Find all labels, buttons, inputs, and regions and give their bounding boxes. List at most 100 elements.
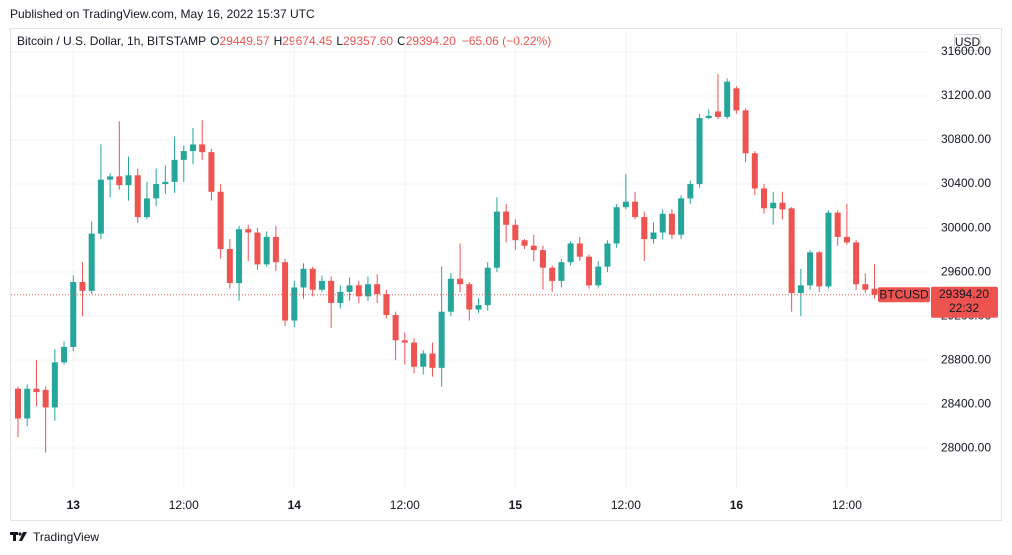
candle-body (751, 153, 758, 189)
candle-body (668, 213, 675, 235)
candle-body (291, 287, 298, 321)
y-tick-label: 28000.00 (941, 440, 991, 454)
published: Published on TradingView.com, May 16, 20… (10, 7, 315, 21)
candle-body (816, 252, 823, 287)
symbol-tag (878, 287, 930, 303)
o-val: 29449.57 (220, 34, 270, 48)
candle-body (705, 115, 712, 119)
change: −65.06 (−0.22%) (462, 34, 551, 48)
candle-body (714, 111, 721, 117)
candle-body (779, 202, 786, 210)
candle-body (549, 267, 556, 281)
candle-body (807, 252, 814, 286)
price-tag-text: 29394.20 (939, 287, 989, 301)
candle-body (42, 389, 49, 408)
candle-body (742, 110, 749, 154)
currency[interactable]: USD (955, 35, 981, 49)
y-tick-label: 29600.00 (941, 264, 991, 278)
l-key: L (336, 34, 343, 48)
candle-body (493, 211, 500, 268)
o-key: O (210, 34, 219, 48)
candle-body (862, 284, 869, 290)
candle-body (162, 181, 169, 185)
y-tick-label: 30800.00 (941, 132, 991, 146)
candle-body (245, 229, 252, 233)
candle-body (282, 262, 289, 321)
c-val: 29394.20 (406, 34, 456, 48)
candle-body (539, 250, 546, 268)
candle-body (88, 233, 95, 291)
candle-body (567, 243, 574, 263)
candle-body (383, 294, 390, 316)
candle-body (263, 236, 270, 265)
candle-body (724, 81, 731, 117)
x-tick-label: 14 (288, 498, 302, 512)
x-tick-label: 16 (730, 498, 744, 512)
candle-body (484, 267, 491, 306)
candle-body (622, 201, 629, 208)
candle-body (797, 285, 804, 294)
candle-body (457, 278, 464, 285)
x-tick-label: 12:00 (611, 498, 641, 512)
candle-body (171, 159, 178, 182)
candle-body (125, 175, 132, 186)
candle-body (438, 311, 445, 368)
candle-body (696, 118, 703, 185)
candle-body (613, 207, 620, 244)
currency-box[interactable] (954, 34, 981, 51)
candle-body (659, 213, 666, 233)
x-tick-label: 12:00 (390, 498, 420, 512)
candle-body (586, 256, 593, 286)
candle-body (512, 224, 519, 241)
candle-body (337, 291, 344, 303)
candle-body (632, 201, 639, 218)
candle-body (33, 388, 40, 393)
candle-body (309, 268, 316, 290)
candle-body (199, 144, 206, 153)
candle-body (733, 88, 740, 111)
logo (10, 532, 27, 541)
candle-body (300, 268, 307, 288)
x-tick-label: 12:00 (832, 498, 862, 512)
candle-body (429, 353, 436, 368)
candle-body (24, 388, 31, 419)
candle-body (15, 388, 21, 419)
h-key: H (274, 34, 283, 48)
candle-body (503, 211, 510, 225)
candle-body (189, 144, 196, 152)
candle-body (595, 266, 602, 286)
candle-body (143, 198, 150, 218)
candle-body (770, 202, 777, 209)
legend: Bitcoin / U.S. Dollar, 1h, BITSTAMP O2944… (17, 34, 551, 48)
candle-body (254, 232, 261, 265)
l-val: 29357.60 (343, 34, 393, 48)
y-tick-label: 28800.00 (941, 352, 991, 366)
candle-body (374, 284, 381, 295)
y-tick-label: 30400.00 (941, 176, 991, 190)
x-tick-label: 13 (67, 498, 81, 512)
candle-body (420, 353, 427, 367)
candle-body (153, 184, 160, 199)
candle-body (650, 232, 657, 240)
candle-body (530, 245, 537, 251)
brand: TradingView (33, 530, 99, 544)
candle-body (70, 282, 77, 347)
candle-body (134, 175, 141, 218)
candle-body (678, 198, 685, 235)
y-tick-label: 31200.00 (941, 88, 991, 102)
candle-body (466, 284, 473, 310)
candle-body (834, 212, 841, 237)
candle-body (604, 243, 611, 267)
candle-body (97, 179, 104, 234)
candle-body (355, 285, 362, 297)
candle-body (521, 240, 528, 246)
candle-body (180, 151, 187, 160)
candle-body (328, 280, 335, 303)
h-val: 29674.45 (282, 34, 332, 48)
y-tick-label: 31600.00 (941, 44, 991, 58)
candle-body (79, 282, 86, 291)
countdown: 22:32 (949, 301, 979, 315)
candle-body (272, 236, 279, 263)
price-tag (931, 286, 998, 318)
